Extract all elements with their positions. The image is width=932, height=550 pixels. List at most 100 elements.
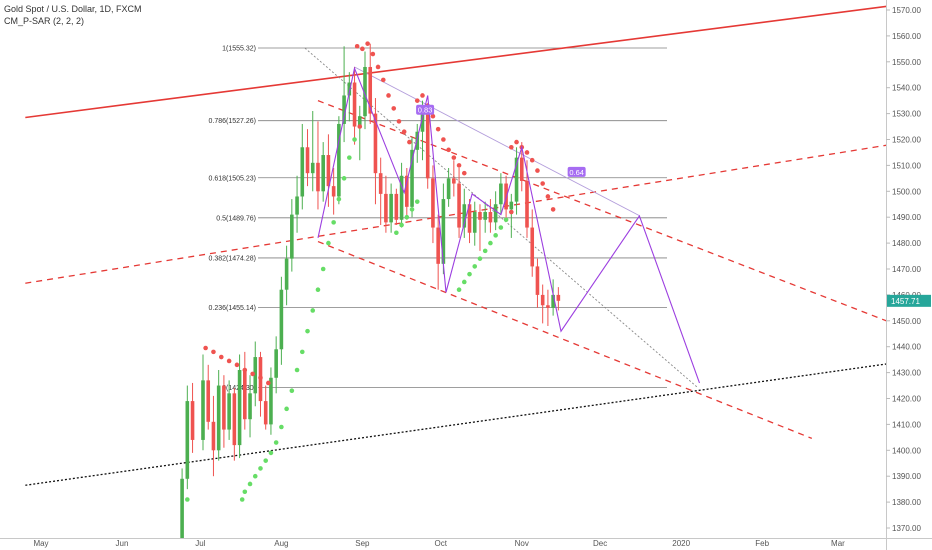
psar-dot <box>347 155 352 160</box>
psar-dot <box>467 271 472 277</box>
time-tick-label: Aug <box>274 539 288 548</box>
candle-body <box>342 95 346 124</box>
psar-dot <box>451 155 457 160</box>
psar-dot <box>456 163 462 168</box>
psar-dot <box>503 217 509 223</box>
psar-dot <box>299 349 305 355</box>
candle-body <box>316 162 320 192</box>
psar-dot <box>401 129 407 135</box>
time-tick-label: Mar <box>831 539 845 548</box>
candle-body <box>446 178 451 200</box>
candle-body <box>405 175 409 207</box>
psar-dot <box>310 308 316 313</box>
candle-body <box>525 180 529 228</box>
candle-body <box>483 212 487 220</box>
candle-body <box>363 66 367 117</box>
candle-body <box>227 393 231 430</box>
psar-dot <box>370 51 376 57</box>
psar-dot <box>446 147 451 153</box>
price-tick-label: 1420.00 <box>892 395 921 404</box>
candle-body <box>509 201 514 210</box>
candle-body <box>211 421 216 451</box>
candle-body <box>467 204 472 233</box>
candle-body <box>201 380 205 440</box>
candle-body <box>279 289 284 350</box>
psar-dot <box>266 380 271 386</box>
psar-dot <box>263 458 269 463</box>
time-tick-label: Nov <box>515 539 529 548</box>
psar-dot <box>294 367 300 373</box>
candle-body <box>253 357 258 394</box>
fib-level-label: 0.236(1455.14) <box>209 305 256 312</box>
time-tick-label: May <box>33 539 48 548</box>
price-tick-label: 1440.00 <box>892 343 921 352</box>
chart-header: Gold Spot / U.S. Dollar, 1D, FXCM CM_P-S… <box>4 3 142 27</box>
psar-dot <box>360 46 365 52</box>
harmonic-pattern-line <box>317 66 701 384</box>
candle-body <box>326 155 331 187</box>
candle-body <box>269 377 273 425</box>
candle-body <box>373 113 378 174</box>
candle-body <box>310 162 315 174</box>
price-tick-label: 1390.00 <box>892 472 921 481</box>
candle-body <box>535 266 540 295</box>
psar-dot <box>394 230 399 236</box>
price-tick-label: 1500.00 <box>892 187 921 196</box>
symbol-title: Gold Spot / U.S. Dollar, 1D, FXCM <box>4 4 142 14</box>
candle-body <box>337 123 341 197</box>
pattern-ratio-badge <box>416 104 435 115</box>
candle-body <box>499 183 503 205</box>
fib-level-label: 1(1555.32) <box>222 46 256 53</box>
psar-dot <box>441 137 446 142</box>
candle-body <box>263 401 268 425</box>
price-tick-label: 1470.00 <box>892 265 921 274</box>
candle-body <box>530 227 535 267</box>
psar-dot <box>461 170 467 176</box>
psar-dot <box>289 388 295 394</box>
candle-body <box>394 193 399 220</box>
price-tick-label: 1490.00 <box>892 213 921 222</box>
candle-body <box>472 212 477 233</box>
psar-dot <box>477 256 483 261</box>
price-tick-label: 1430.00 <box>892 369 921 378</box>
time-tick-label: Jul <box>195 539 205 548</box>
candle-body <box>431 178 435 228</box>
fib-level-label: 0.786(1527.26) <box>209 118 256 125</box>
psar-dot <box>336 196 342 202</box>
price-tick-label: 1410.00 <box>892 420 921 429</box>
candle-body <box>551 294 555 308</box>
candle-body <box>243 370 247 420</box>
psar-dot <box>461 279 467 285</box>
price-tick-label: 1380.00 <box>892 498 921 507</box>
candle-body <box>410 149 414 207</box>
psar-dot <box>185 497 190 502</box>
time-tick-label: Dec <box>593 539 607 548</box>
pattern-ratio-label: 0.64 <box>569 168 584 177</box>
indicator-label: CM_P-SAR (2, 2, 2) <box>4 16 85 26</box>
psar-dot <box>472 264 478 269</box>
candle-body <box>321 155 325 192</box>
time-tick-label: Jun <box>116 539 129 548</box>
psar-dot <box>234 362 240 368</box>
psar-dot <box>498 225 504 230</box>
light-purple-line <box>354 66 640 217</box>
psar-dot <box>273 440 279 445</box>
psar-dot <box>341 176 347 181</box>
psar-dot <box>456 287 462 293</box>
candle-body <box>420 111 425 132</box>
candle-body <box>378 173 383 194</box>
time-tick-label: 2020 <box>672 539 690 548</box>
psar-dot <box>239 497 245 502</box>
candle-body <box>347 82 352 96</box>
psar-dot <box>524 150 530 155</box>
candle-body <box>457 183 461 228</box>
price-tick-label: 1400.00 <box>892 446 921 455</box>
candle-body <box>180 478 184 538</box>
price-tick-label: 1570.00 <box>892 6 921 15</box>
psar-dot <box>435 126 441 132</box>
psar-dot <box>404 214 410 220</box>
psar-dot <box>218 354 224 360</box>
candle-body <box>441 199 446 264</box>
